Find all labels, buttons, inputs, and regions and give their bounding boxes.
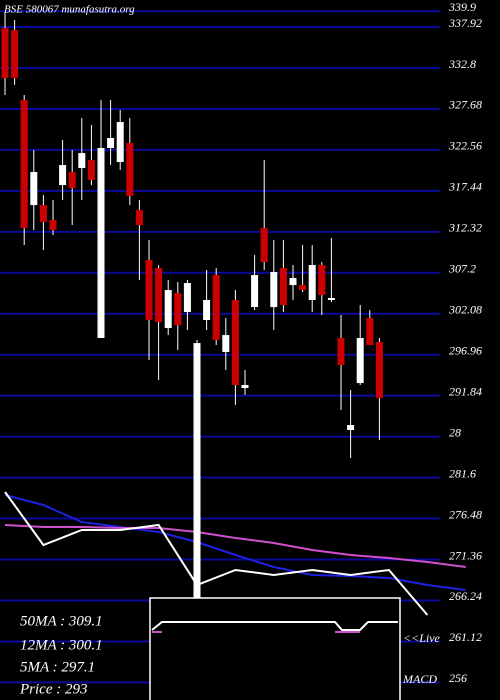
- candle-body: [174, 293, 182, 326]
- y-tick-label: 276.48: [449, 507, 482, 521]
- candle-body: [164, 290, 172, 328]
- candle-body: [107, 138, 115, 148]
- candle-body: [135, 210, 143, 226]
- candle-body: [366, 318, 374, 346]
- legend-entry: 5MA : 297.1: [20, 659, 95, 675]
- candle-body: [299, 285, 307, 290]
- candle-body: [126, 143, 134, 196]
- legend-entry: Price : 293: [19, 681, 87, 697]
- y-tick-label: 339.9: [448, 0, 476, 14]
- candle-body: [59, 165, 67, 186]
- candle-body: [356, 338, 364, 384]
- ma-line: [4, 524, 466, 568]
- candle-body: [87, 160, 95, 180]
- y-tick-label: 261.12: [449, 630, 482, 644]
- candle-body: [251, 275, 259, 308]
- candle-body: [193, 343, 201, 600]
- candle-body: [337, 338, 345, 366]
- y-tick-label: 317.44: [448, 180, 482, 194]
- y-tick-label: 312.32: [448, 221, 482, 235]
- candle-body: [11, 30, 19, 78]
- legend-entry: 50MA : 309.1: [20, 613, 103, 629]
- y-tick-label: 271.36: [449, 548, 482, 562]
- y-tick-label: 322.56: [448, 139, 482, 153]
- macd-panel: [149, 597, 401, 700]
- y-tick-label: 296.96: [449, 343, 482, 357]
- candle-body: [49, 220, 57, 230]
- candle-body: [68, 172, 76, 188]
- y-tick-label: 337.92: [448, 16, 482, 30]
- y-tick-label: 28: [449, 425, 461, 439]
- candle-body: [308, 265, 316, 300]
- y-tick-label: 291.84: [449, 384, 482, 398]
- candle-body: [212, 275, 220, 340]
- candle-body: [241, 385, 249, 388]
- candle-body: [318, 265, 326, 296]
- candle-body: [347, 425, 355, 430]
- macd-label: MACD: [402, 672, 437, 686]
- candle-body: [222, 335, 230, 352]
- candle-body: [183, 283, 191, 312]
- macd-line: [151, 621, 398, 631]
- candle-body: [327, 298, 335, 300]
- candle-body: [203, 300, 211, 320]
- candle-body: [289, 278, 297, 286]
- candle-body: [375, 342, 383, 398]
- candles: [1, 12, 383, 600]
- macd-label: <<Live: [403, 631, 441, 645]
- candle-body: [116, 122, 124, 162]
- moving-averages: [4, 491, 466, 616]
- y-tick-label: 327.68: [448, 98, 482, 112]
- candle-body: [97, 148, 105, 338]
- y-tick-label: 281.6: [449, 466, 476, 480]
- candle-body: [260, 228, 268, 262]
- candle-body: [1, 28, 9, 78]
- candle-body: [231, 300, 239, 386]
- legend-entry: 12MA : 300.1: [20, 637, 103, 653]
- chart-title: BSE 580067 munafasutra.org: [4, 4, 135, 16]
- y-tick-label: 302.08: [448, 303, 482, 317]
- y-tick-label: 307.2: [448, 262, 476, 276]
- candle-body: [78, 153, 86, 168]
- ma-line: [4, 494, 466, 591]
- candle-body: [270, 272, 278, 308]
- candle-body: [20, 100, 28, 228]
- y-tick-label: 332.8: [448, 57, 476, 71]
- candle-body: [39, 205, 47, 222]
- y-tick-label: 266.24: [449, 589, 482, 603]
- ma-line: [4, 491, 429, 616]
- candle-body: [155, 268, 163, 322]
- y-tick-label: 256: [449, 671, 467, 685]
- candle-body: [279, 268, 287, 306]
- candle-body: [145, 260, 153, 320]
- candle-body: [30, 172, 38, 206]
